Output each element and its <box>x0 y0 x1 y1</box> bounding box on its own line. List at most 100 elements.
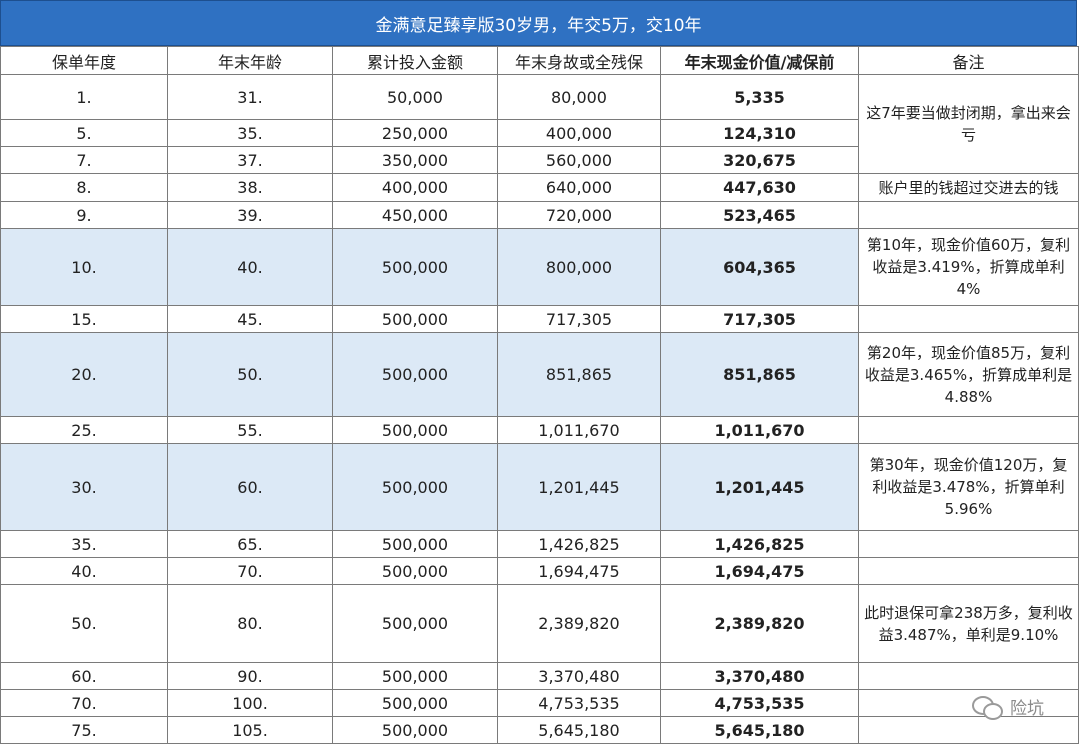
header-row: 保单年度 年末年龄 累计投入金额 年末身故或全残保 年末现金价值/减保前 备注 <box>0 46 1079 75</box>
cell-paid: 500,000 <box>332 332 498 417</box>
cell-paid: 350,000 <box>332 146 498 174</box>
cell-year: 15. <box>0 305 168 333</box>
cell-age: 60. <box>167 443 333 531</box>
cell-death: 640,000 <box>497 173 661 202</box>
note-year10: 第10年，现金价值60万，复利收益是3.419%，折算成单利4% <box>858 228 1079 306</box>
cell-paid: 500,000 <box>332 689 498 717</box>
table-row: 25. 55. 500,000 1,011,670 1,011,670 <box>0 416 1079 444</box>
cell-age: 39. <box>167 201 333 229</box>
header-age: 年末年龄 <box>167 46 333 75</box>
cell-year: 20. <box>0 332 168 417</box>
note-year20: 第20年，现金价值85万，复利收益是3.465%，折算成单利是4.88% <box>858 332 1079 417</box>
cell-cash: 717,305 <box>660 305 859 333</box>
cell-cash: 1,011,670 <box>660 416 859 444</box>
cell-cash: 1,694,475 <box>660 557 859 585</box>
cell-year: 9. <box>0 201 168 229</box>
note-empty <box>858 689 1079 717</box>
cell-age: 65. <box>167 530 333 558</box>
cell-death: 800,000 <box>497 228 661 306</box>
cell-age: 37. <box>167 146 333 174</box>
cell-paid: 500,000 <box>332 662 498 690</box>
cell-cash: 1,426,825 <box>660 530 859 558</box>
table-title: 金满意足臻享版30岁男，年交5万，交10年 <box>0 0 1077 46</box>
cell-age: 105. <box>167 716 333 744</box>
cell-paid: 500,000 <box>332 416 498 444</box>
cell-cash: 5,645,180 <box>660 716 859 744</box>
cell-age: 90. <box>167 662 333 690</box>
cell-year: 25. <box>0 416 168 444</box>
cell-year: 70. <box>0 689 168 717</box>
table-row: 8. 38. 400,000 640,000 447,630 账户里的钱超过交进… <box>0 173 1079 202</box>
cell-cash: 851,865 <box>660 332 859 417</box>
cell-age: 45. <box>167 305 333 333</box>
cell-year: 7. <box>0 146 168 174</box>
header-death-benefit: 年末身故或全残保 <box>497 46 661 75</box>
cell-year: 10. <box>0 228 168 306</box>
cell-paid: 500,000 <box>332 584 498 663</box>
cell-year: 30. <box>0 443 168 531</box>
cell-age: 100. <box>167 689 333 717</box>
cell-death: 1,694,475 <box>497 557 661 585</box>
note-account-over: 账户里的钱超过交进去的钱 <box>858 173 1079 202</box>
note-year30: 第30年，现金价值120万，复利收益是3.478%，折算单利5.96% <box>858 443 1079 531</box>
cell-cash: 523,465 <box>660 201 859 229</box>
cell-paid: 50,000 <box>332 74 498 120</box>
cell-cash: 2,389,820 <box>660 584 859 663</box>
note-empty <box>858 662 1079 690</box>
cell-age: 35. <box>167 119 333 147</box>
cell-death: 1,201,445 <box>497 443 661 531</box>
wechat-watermark: 险坑 <box>972 694 1044 720</box>
cell-age: 55. <box>167 416 333 444</box>
cell-death: 4,753,535 <box>497 689 661 717</box>
table-row: 50. 80. 500,000 2,389,820 2,389,820 此时退保… <box>0 584 1079 663</box>
wechat-icon <box>972 695 1003 720</box>
cell-death: 717,305 <box>497 305 661 333</box>
table-row: 1. 31. 50,000 80,000 5,335 这7年要当做封闭期，拿出来… <box>0 74 1079 174</box>
note-closed-period: 这7年要当做封闭期，拿出来会亏 <box>858 74 1079 174</box>
note-empty <box>858 557 1079 585</box>
cell-paid: 450,000 <box>332 201 498 229</box>
watermark-text: 险坑 <box>1010 699 1044 719</box>
cell-year: 50. <box>0 584 168 663</box>
cell-cash: 1,201,445 <box>660 443 859 531</box>
cell-year: 1. <box>0 74 168 120</box>
header-cash-value: 年末现金价值/减保前 <box>660 46 859 75</box>
note-year50: 此时退保可拿238万多，复利收益3.487%，单利是9.10% <box>858 584 1079 663</box>
table-row: 9. 39. 450,000 720,000 523,465 <box>0 201 1079 229</box>
cell-cash: 4,753,535 <box>660 689 859 717</box>
cell-death: 2,389,820 <box>497 584 661 663</box>
table-row: 40. 70. 500,000 1,694,475 1,694,475 <box>0 557 1079 585</box>
cell-year: 40. <box>0 557 168 585</box>
table-row-highlighted: 10. 40. 500,000 800,000 604,365 第10年，现金价… <box>0 228 1079 306</box>
note-empty <box>858 305 1079 333</box>
cell-cash: 3,370,480 <box>660 662 859 690</box>
cell-year: 5. <box>0 119 168 147</box>
cell-year: 35. <box>0 530 168 558</box>
cell-death: 400,000 <box>497 119 661 147</box>
cell-cash: 124,310 <box>660 119 859 147</box>
cell-cash: 447,630 <box>660 173 859 202</box>
table-row: 60. 90. 500,000 3,370,480 3,370,480 <box>0 662 1079 690</box>
cell-paid: 500,000 <box>332 443 498 531</box>
cell-death: 5,645,180 <box>497 716 661 744</box>
table-row: 5. 35. 250,000 400,000 124,310 <box>0 119 1079 147</box>
cell-age: 50. <box>167 332 333 417</box>
note-empty <box>858 716 1079 744</box>
cell-cash: 604,365 <box>660 228 859 306</box>
cell-paid: 250,000 <box>332 119 498 147</box>
cell-year: 60. <box>0 662 168 690</box>
cell-paid: 500,000 <box>332 716 498 744</box>
cell-year: 75. <box>0 716 168 744</box>
cell-age: 40. <box>167 228 333 306</box>
cell-paid: 500,000 <box>332 530 498 558</box>
cell-age: 70. <box>167 557 333 585</box>
cell-death: 560,000 <box>497 146 661 174</box>
table-row: 7. 37. 350,000 560,000 320,675 <box>0 146 1079 174</box>
note-account-over-text: 账户里的钱超过交进去的钱 <box>878 178 1059 197</box>
cash-value-table: 保单年度 年末年龄 累计投入金额 年末身故或全残保 年末现金价值/减保前 备注 … <box>0 46 1079 744</box>
cell-cash: 5,335 <box>660 74 859 120</box>
cell-death: 720,000 <box>497 201 661 229</box>
cell-age: 80. <box>167 584 333 663</box>
cell-death: 80,000 <box>497 74 661 120</box>
